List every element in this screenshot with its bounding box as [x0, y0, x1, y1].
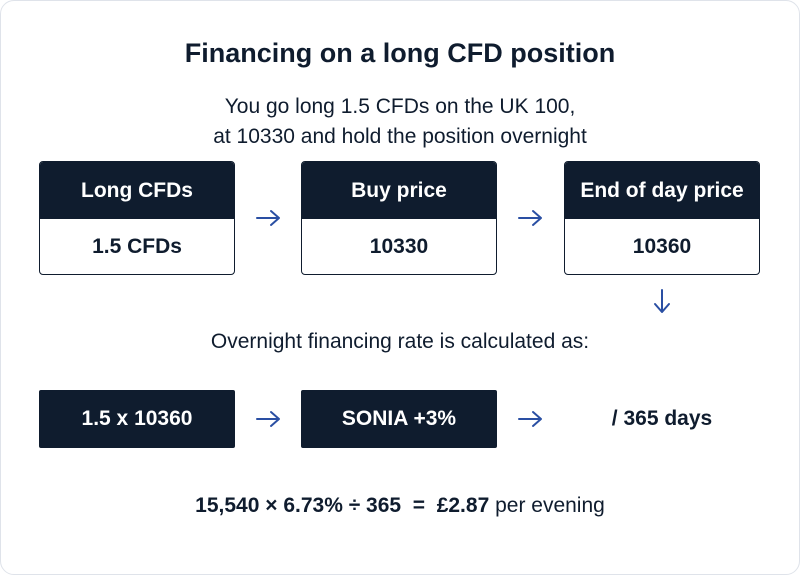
diagram-subtitle: You go long 1.5 CFDs on the UK 100, at 1… [0, 92, 800, 152]
arrow-right-icon [518, 411, 542, 427]
subtitle-line-1: You go long 1.5 CFDs on the UK 100, [224, 95, 576, 118]
buy-price-label: Buy price [302, 162, 496, 219]
long-cfds-value: 1.5 CFDs [92, 234, 182, 258]
long-cfds-box: Long CFDs 1.5 CFDs [39, 161, 235, 275]
arrow-right-icon [518, 210, 542, 226]
arrow-right-icon [256, 411, 280, 427]
end-of-day-price-box: End of day price 10360 [564, 161, 760, 275]
arrow-right-icon [256, 210, 280, 226]
diagram-title: Financing on a long CFD position [184, 38, 616, 68]
buy-price-value: 10330 [369, 234, 429, 258]
position-value-term: 1.5 x 10360 [39, 390, 235, 448]
long-cfds-label: Long CFDs [40, 162, 234, 219]
result-line: 15,540 × 6.73% ÷ 365 = £2.87 per evening [0, 494, 800, 518]
result-equation: 15,540 × 6.73% ÷ 365 = £2.87 [195, 494, 490, 517]
calculation-label: Overnight financing rate is calculated a… [210, 330, 590, 353]
rate-term: SONIA +3% [301, 390, 497, 448]
arrow-down-icon [654, 289, 670, 313]
days-term: / 365 days [611, 407, 713, 430]
result-suffix: per evening [489, 494, 605, 517]
end-of-day-price-value: 10360 [632, 234, 692, 258]
buy-price-box: Buy price 10330 [301, 161, 497, 275]
subtitle-line-2: at 10330 and hold the position overnight [213, 125, 587, 148]
end-of-day-price-label: End of day price [565, 162, 759, 219]
